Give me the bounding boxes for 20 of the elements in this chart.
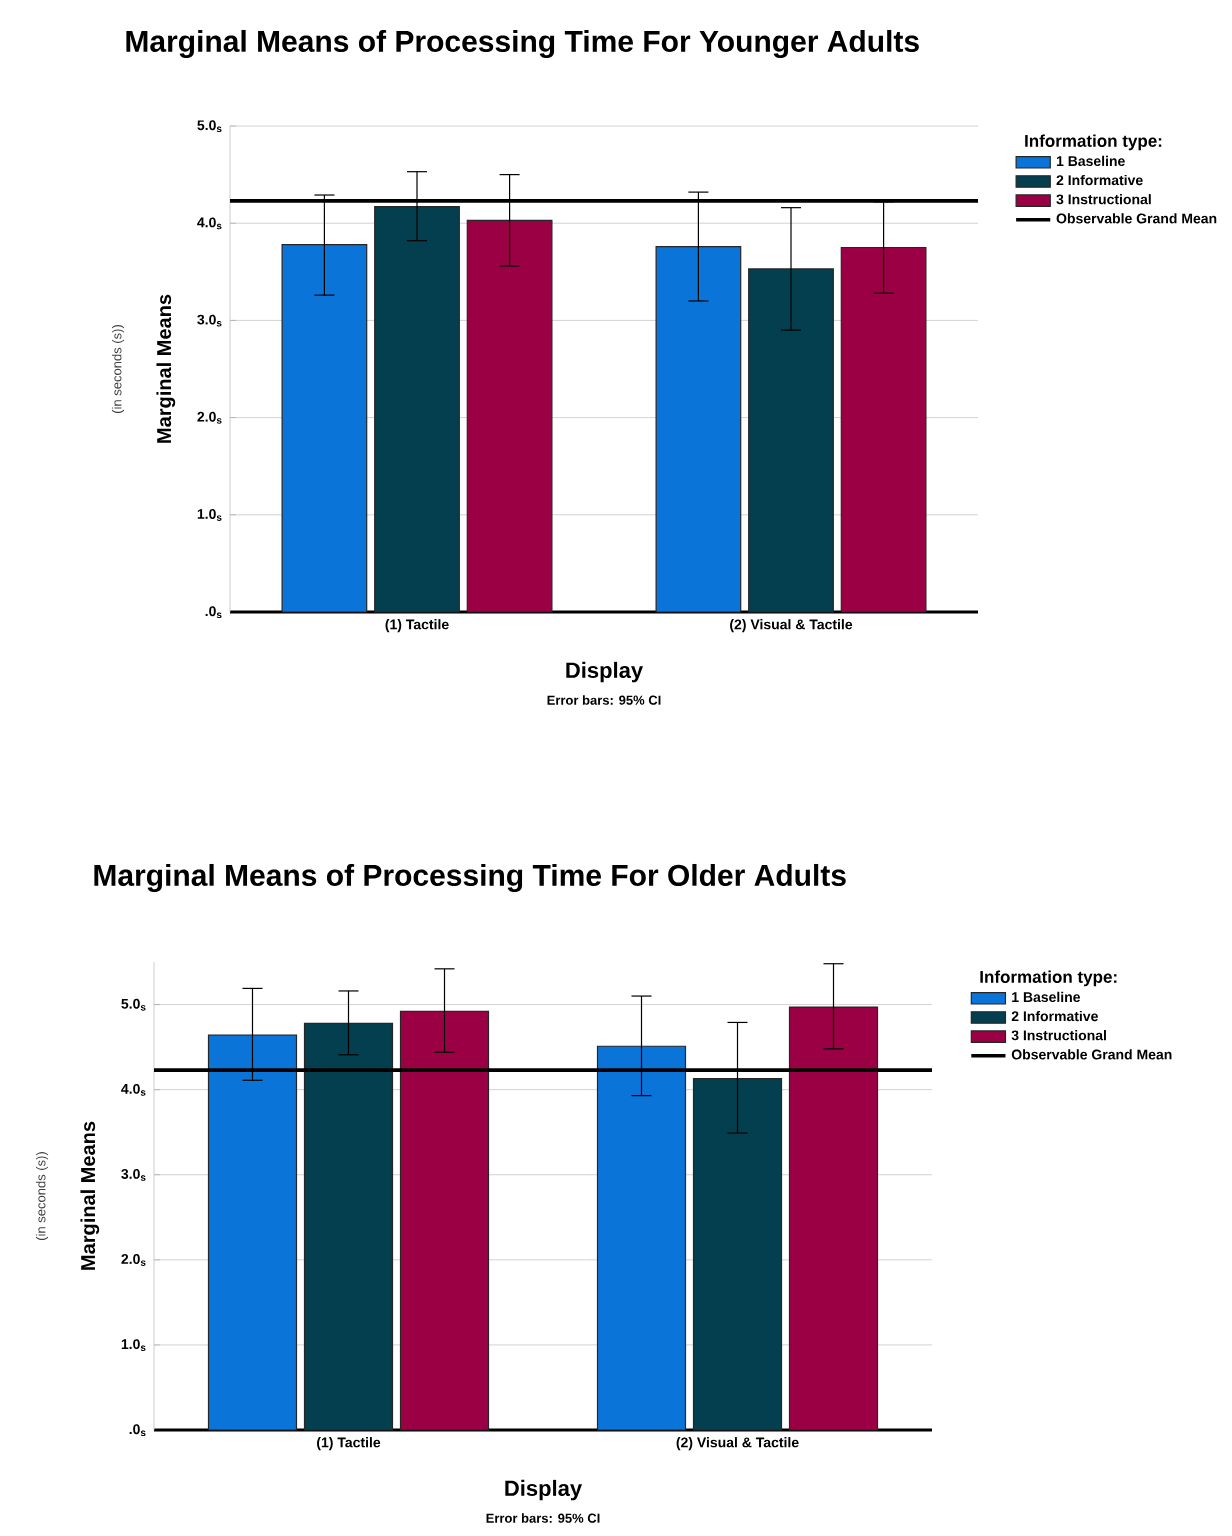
- bar: [748, 268, 834, 613]
- x-axis-title: Display: [505, 1479, 582, 1501]
- bar: [466, 219, 553, 613]
- chart-title: Marginal Means of Processing Time For Younger Adults: [126, 29, 919, 59]
- x-axis-title: Display: [566, 661, 643, 683]
- bar: [303, 1022, 394, 1431]
- bar: [281, 244, 368, 613]
- bar: [374, 206, 460, 613]
- bar: [788, 1006, 879, 1431]
- legend-title: Information type:: [980, 970, 1117, 987]
- bar: [207, 1034, 298, 1431]
- y-axis-title: Marginal Means: [80, 1121, 100, 1270]
- chart-title: Marginal Means of Processing Time For Older Adults: [94, 863, 846, 893]
- legend-title: Information type:: [1025, 134, 1162, 151]
- bar: [692, 1077, 783, 1431]
- bar: [840, 246, 927, 613]
- y-axis-title: Marginal Means: [156, 294, 176, 443]
- bar: [596, 1045, 687, 1431]
- bar: [399, 1010, 490, 1431]
- bar: [655, 245, 742, 613]
